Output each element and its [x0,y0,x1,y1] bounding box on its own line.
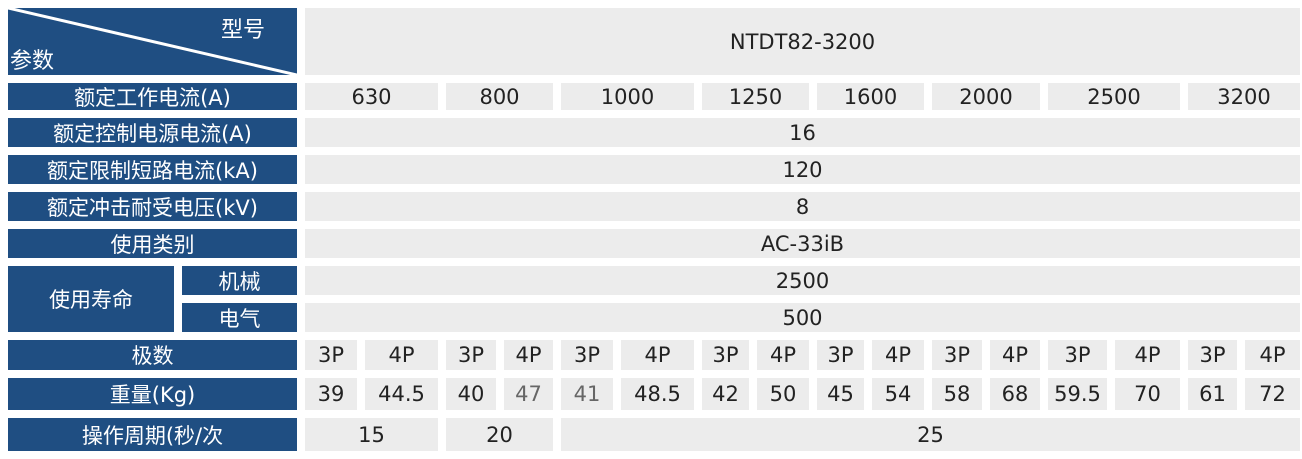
weight-value: 68 [990,378,1040,410]
rated-current-value: 3200 [1188,83,1300,110]
pole-value: 4P [990,340,1040,370]
weight-value: 61 [1188,378,1237,410]
life-label: 使用寿命 [8,266,174,332]
category-value: AC-33iB [305,229,1300,258]
short-circuit-label: 额定限制短路电流(kA) [8,155,297,184]
pole-value: 4P [621,340,694,370]
pole-value: 4P [365,340,438,370]
pole-value: 3P [1188,340,1237,370]
weight-value: 48.5 [621,378,694,410]
weight-value: 42 [702,378,749,410]
weight-value: 50 [757,378,809,410]
category-label: 使用类别 [8,229,297,258]
weight-value: 72 [1245,378,1300,410]
electrical-value: 500 [305,303,1300,332]
rated-current-value: 800 [446,83,553,110]
weight-value: 44.5 [365,378,438,410]
rated-current-value: 630 [305,83,438,110]
corner-header: 型号 参数 [8,8,297,75]
param-label: 参数 [10,49,55,74]
weight-value: 45 [817,378,864,410]
pole-value: 3P [1048,340,1107,370]
weight-value: 54 [872,378,924,410]
poles-label: 极数 [8,340,297,370]
weight-value: 41 [561,378,613,410]
control-current-label: 额定控制电源电流(A) [8,118,297,147]
weight-value: 70 [1115,378,1180,410]
weight-value: 59.5 [1048,378,1107,410]
rated-current-value: 2500 [1048,83,1180,110]
rated-current-value: 1000 [561,83,694,110]
pole-value: 4P [872,340,924,370]
impulse-voltage-label: 额定冲击耐受电压(kV) [8,192,297,221]
spec-table: 型号 参数 NTDT82-3200 额定工作电流(A) 630 800 1000 12… [8,8,1300,451]
model-label: 型号 [220,18,265,43]
pole-value: 3P [817,340,864,370]
pole-value: 4P [1245,340,1300,370]
weight-label: 重量(Kg) [8,378,297,410]
electrical-label: 电气 [182,303,297,332]
control-current-value: 16 [305,118,1300,147]
weight-value: 47 [504,378,553,410]
cycle-label: 操作周期(秒/次 [8,418,297,451]
rated-current-value: 1250 [702,83,809,110]
pole-value: 3P [446,340,496,370]
cycle-value: 20 [446,418,553,451]
rated-current-value: 2000 [932,83,1040,110]
short-circuit-value: 120 [305,155,1300,184]
model-value: NTDT82-3200 [305,8,1300,75]
diagonal-line [8,8,297,75]
rated-current-value: 1600 [817,83,924,110]
cycle-value: 25 [561,418,1300,451]
weight-value: 39 [305,378,357,410]
pole-value: 4P [757,340,809,370]
mechanical-value: 2500 [305,266,1300,295]
pole-value: 3P [932,340,982,370]
pole-value: 3P [702,340,749,370]
pole-value: 4P [504,340,553,370]
cycle-value: 15 [305,418,438,451]
pole-value: 3P [561,340,613,370]
pole-value: 3P [305,340,357,370]
weight-value: 58 [932,378,982,410]
mechanical-label: 机械 [182,266,297,295]
weight-value: 40 [446,378,496,410]
pole-value: 4P [1115,340,1180,370]
impulse-voltage-value: 8 [305,192,1300,221]
rated-current-label: 额定工作电流(A) [8,83,297,110]
